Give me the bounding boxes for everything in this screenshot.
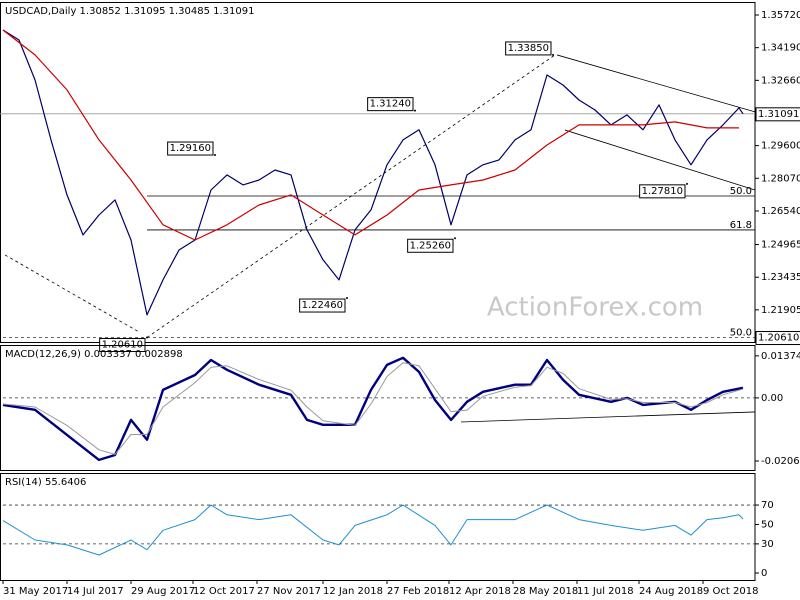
annotation-label-box <box>367 97 414 112</box>
annotation-point <box>414 109 416 112</box>
trend-line <box>460 411 756 423</box>
x-tick-label: 11 Jul 2018 <box>577 586 634 597</box>
annotation-label: 1.22460 <box>302 300 343 311</box>
panel-frame <box>0 2 756 343</box>
y-tick-label: 50 <box>761 519 774 530</box>
x-tick-label: 28 May 2018 <box>513 586 578 597</box>
panel-frame <box>0 345 756 471</box>
y-tick-label: 1.26540 <box>761 206 800 217</box>
annotation-label: 1.29160 <box>170 143 211 154</box>
trend-line <box>556 54 756 113</box>
annotation-label: 1.25260 <box>410 240 451 251</box>
x-tick-label: 9 Oct 2018 <box>703 586 758 597</box>
annotation-label: 1.31240 <box>370 99 411 110</box>
y-tick-label: 1.28070 <box>761 173 800 184</box>
series-line <box>2 356 744 462</box>
annotation-label-box <box>407 238 454 253</box>
x-tick-label: 12 Jan 2018 <box>323 586 383 597</box>
level-axis-label: 1.20610 <box>758 333 799 344</box>
last-price-label-box <box>755 107 800 122</box>
x-tick-label: 14 Jul 2017 <box>67 586 124 597</box>
x-tick-label: 31 May 2017 <box>3 586 68 597</box>
y-tick-label: 1.21905 <box>761 305 800 316</box>
y-tick-label: 1.35720 <box>761 10 800 21</box>
y-tick-label: -0.020652 <box>761 456 800 467</box>
y-tick-label: 1.24965 <box>761 240 800 251</box>
x-tick-label: 27 Nov 2017 <box>257 586 321 597</box>
watermark: ActionForex.com <box>487 293 703 323</box>
y-tick-label: 1.34190 <box>761 43 800 54</box>
trend-line <box>146 54 556 338</box>
y-tick-label: 0.00 <box>761 393 783 404</box>
panel-title: MACD(12,26,9) 0.003337 0.002898 <box>5 349 183 360</box>
series-line <box>2 29 744 316</box>
annotation-point <box>346 297 348 300</box>
y-tick-label: 1.23435 <box>761 272 800 283</box>
annotation-label-box <box>639 184 686 199</box>
annotation-label-box <box>167 141 214 156</box>
y-tick-label: 0.013746 <box>761 351 800 362</box>
annotation-point <box>686 182 688 185</box>
series-line <box>2 29 739 241</box>
trend-line <box>4 254 140 333</box>
level-label: 61.8 <box>730 220 752 231</box>
x-tick-label: 27 Feb 2018 <box>387 586 449 597</box>
panel-frame <box>0 473 756 581</box>
last-price-label: 1.31091 <box>758 109 799 120</box>
y-tick-label: 1.32660 <box>761 75 800 86</box>
panel-title: USDCAD,Daily 1.30852 1.31095 1.30485 1.3… <box>5 6 255 17</box>
x-tick-label: 29 Aug 2017 <box>131 586 195 597</box>
level-label: 50.0 <box>730 186 752 197</box>
annotation-label-box <box>505 41 552 56</box>
series-line <box>2 362 744 455</box>
level-label: 50.0 <box>730 328 752 339</box>
y-tick-label: 30 <box>761 539 774 550</box>
y-tick-label: 1.29600 <box>761 141 800 152</box>
annotation-label: 1.33850 <box>508 43 549 54</box>
panel-title: RSI(14) 55.6406 <box>5 477 86 488</box>
annotation-point <box>146 336 148 339</box>
series-line <box>2 504 744 556</box>
level-axis-label-box <box>755 331 800 346</box>
annotation-label: 1.27810 <box>642 186 683 197</box>
annotation-point <box>552 53 554 56</box>
x-tick-label: 24 Aug 2018 <box>639 586 703 597</box>
y-tick-label: 0 <box>761 568 767 579</box>
annotation-label-box <box>299 298 346 313</box>
annotation-point <box>454 237 456 240</box>
trend-line <box>564 129 756 191</box>
x-tick-label: 12 Apr 2018 <box>449 586 511 597</box>
x-tick-label: 12 Oct 2017 <box>193 586 255 597</box>
annotation-point <box>214 154 216 157</box>
y-tick-label: 70 <box>761 500 774 511</box>
